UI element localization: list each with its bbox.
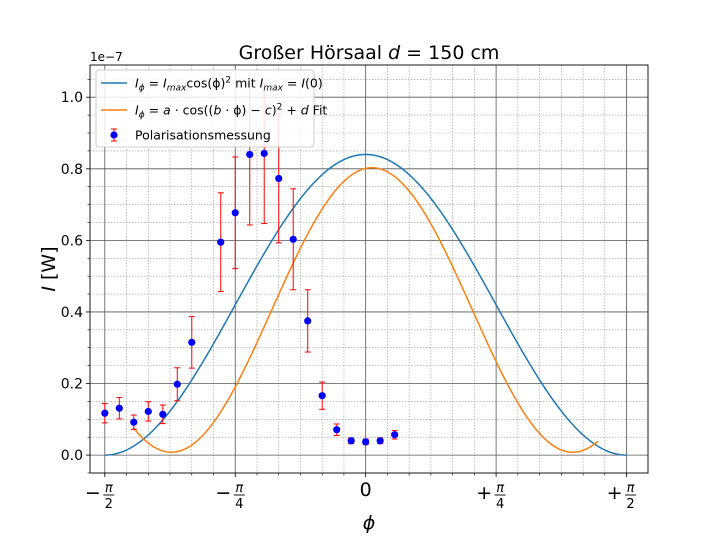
x-tick-denominator: 4 (496, 497, 504, 512)
data-marker (376, 437, 384, 445)
data-marker (260, 149, 268, 157)
data-marker (101, 409, 109, 417)
data-marker (188, 338, 196, 346)
measurement-point (347, 437, 355, 445)
x-tick-sign: − (215, 482, 231, 504)
y-tick-label: 1.0 (61, 90, 83, 106)
measurement-point (101, 403, 109, 424)
series-layer (101, 82, 627, 456)
measurement-point (289, 188, 297, 291)
theory-curve (104, 153, 627, 456)
data-marker (289, 235, 297, 243)
x-tick-numerator: π (235, 481, 243, 496)
measurement-point (231, 156, 239, 270)
measurement-point (144, 401, 152, 422)
measurement-point (217, 192, 225, 293)
data-marker (333, 426, 341, 434)
x-tick-sign: + (476, 482, 492, 504)
x-tick-sign: − (85, 482, 101, 504)
fit-curve (132, 166, 599, 453)
data-marker (173, 380, 181, 388)
measurement-point (115, 396, 123, 420)
y-axis-label: I [W] (38, 246, 60, 291)
data-marker (246, 150, 254, 159)
y-axis-ticks: 0.0 0.2 0.4 0.6 0.8 1.0 (61, 79, 90, 474)
y-tick-label: 0.4 (61, 305, 83, 321)
legend-label-measurement: Polarisationsmessung (135, 128, 271, 143)
chart-title: Großer Hörsaal d = 150 cm (239, 42, 500, 64)
legend-box (95, 69, 315, 148)
plot-area-frame (89, 64, 649, 474)
measurement-point (376, 437, 384, 445)
measurement-point (159, 404, 167, 425)
x-tick-label: − π4 (215, 481, 245, 512)
measurement-point (333, 423, 341, 436)
measurement-point (188, 316, 196, 369)
measurement-point (362, 438, 370, 446)
measurement-point (130, 414, 138, 430)
data-marker (144, 407, 152, 416)
legend-label-theory: Iϕ = Imaxcos(ϕ)2 mit Imax = I(0) (135, 76, 323, 94)
measurement-point (318, 381, 326, 410)
legend-label-fit: Iϕ = a · cos((b · ϕ) − c)2 + d Fit (135, 103, 327, 121)
data-marker (217, 238, 225, 246)
x-tick-label: 0 (360, 479, 372, 501)
x-tick-sign: + (607, 482, 623, 504)
data-marker (159, 410, 167, 418)
data-marker (304, 317, 312, 325)
y-tick-label: 0.2 (61, 377, 83, 393)
data-marker (391, 431, 399, 439)
x-axis-label: ϕ (363, 512, 376, 534)
data-marker (347, 437, 355, 445)
measurement-point (304, 289, 312, 353)
x-tick-label: + π4 (476, 481, 506, 512)
legend: Iϕ = Imaxcos(ϕ)2 mit Imax = I(0) Iϕ = a … (95, 69, 327, 148)
x-tick-denominator: 4 (235, 497, 243, 512)
y-tick-label: 0.8 (61, 162, 83, 178)
data-marker (130, 418, 138, 426)
y-tick-label: 0.6 (61, 233, 83, 249)
data-marker (115, 404, 123, 412)
x-tick-denominator: 2 (626, 497, 634, 512)
measurement-point (173, 367, 181, 402)
x-tick-denominator: 2 (105, 497, 113, 512)
x-tick-label: + π2 (607, 481, 637, 512)
x-axis-ticks: − π2− π40 + π4+ π2 (85, 473, 637, 512)
x-tick-label: − π2 (85, 481, 115, 512)
x-tick-numerator: π (627, 481, 635, 496)
data-marker (231, 209, 239, 217)
y-tick-label: 0.0 (61, 448, 83, 464)
measurement-point (391, 429, 399, 440)
data-marker (362, 438, 370, 446)
legend-handle-measurement (110, 128, 118, 142)
data-marker (275, 174, 283, 183)
y-scale-note: 1e−7 (90, 50, 123, 64)
x-tick-numerator: π (105, 481, 113, 496)
x-tick-numerator: π (496, 481, 504, 496)
data-marker (318, 392, 326, 400)
